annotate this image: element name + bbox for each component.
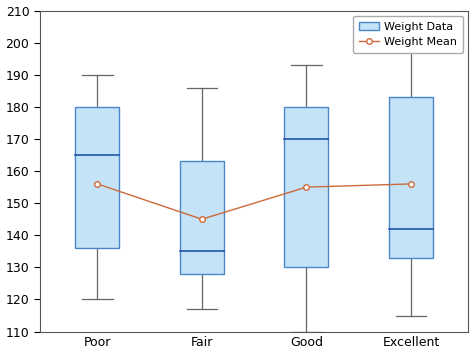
Bar xyxy=(75,107,119,248)
Bar xyxy=(389,97,433,258)
Bar xyxy=(284,107,328,267)
Bar xyxy=(180,162,224,274)
Legend: Weight Data, Weight Mean: Weight Data, Weight Mean xyxy=(353,16,463,53)
